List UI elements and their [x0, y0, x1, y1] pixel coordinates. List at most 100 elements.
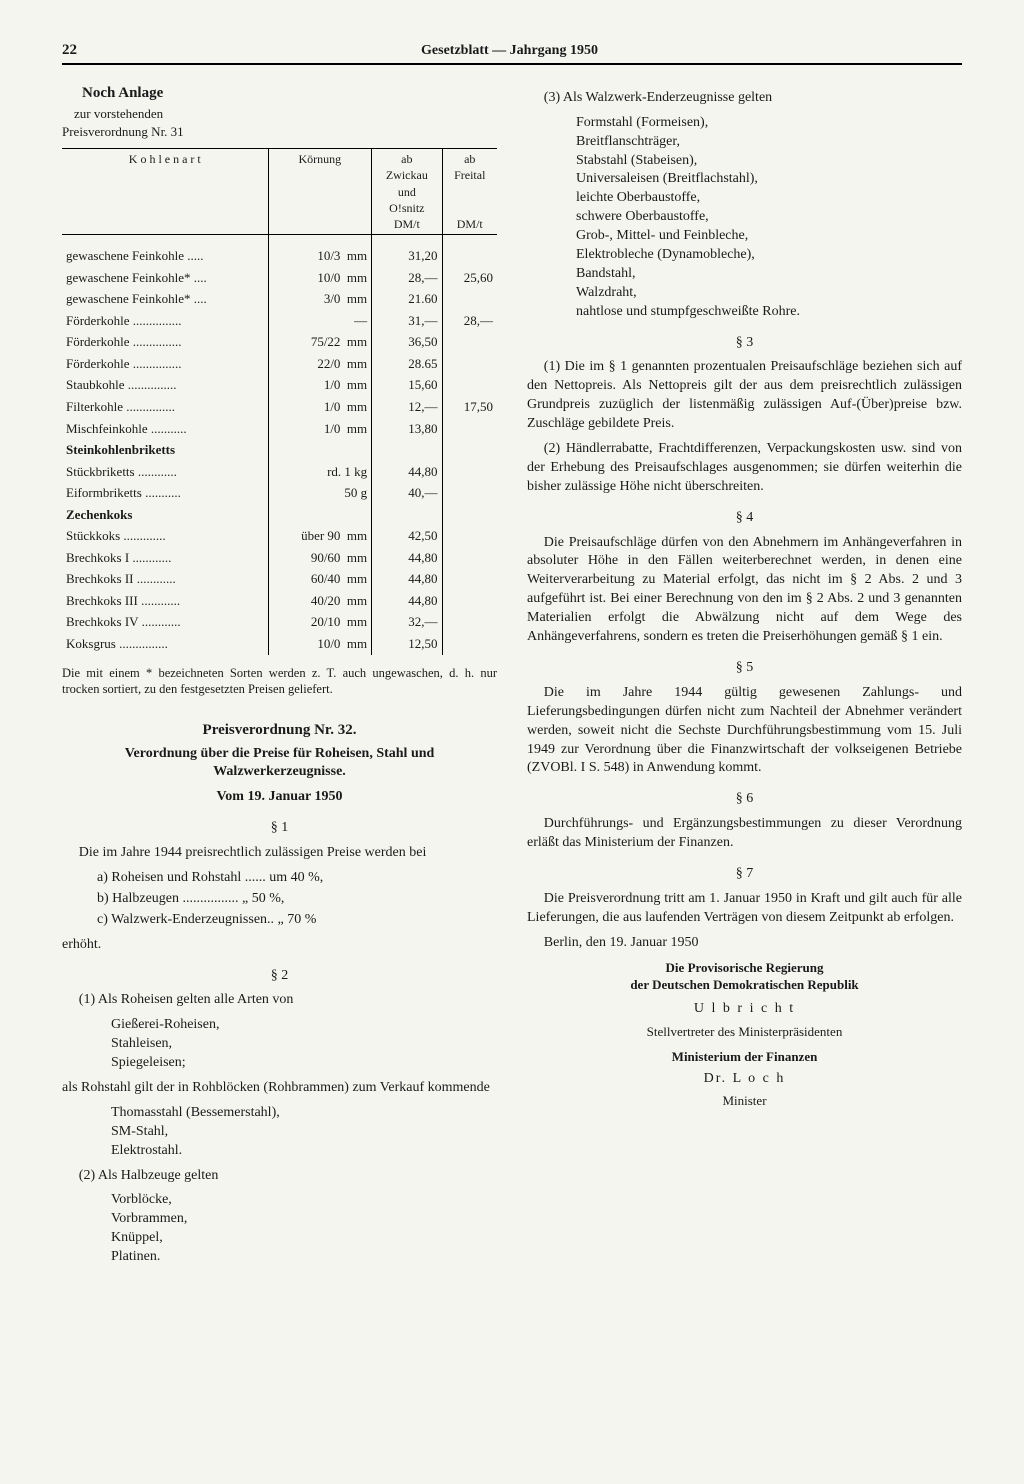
ordinance-date: Vom 19. Januar 1950 — [62, 788, 497, 807]
cell-name: Filterkohle ............... — [62, 396, 268, 418]
p2-2c: Knüppel, — [111, 1229, 497, 1248]
section-5: § 5 — [527, 659, 962, 678]
cell-name: Stückbriketts ............ — [62, 461, 268, 483]
cell-name: Stückkoks ............. — [62, 525, 268, 547]
sig-name1: U l b r i c h t — [527, 1000, 962, 1019]
p1-b: b) Halbzeugen ................ „ 50 %, — [97, 890, 497, 909]
p2-1a: Gießerei-Roheisen, — [111, 1016, 497, 1035]
cell-p2: 17,50 — [442, 396, 497, 418]
table-row: Staubkohle ...............1/0 mm15,60 — [62, 374, 497, 396]
p2-rb: SM-Stahl, — [111, 1123, 497, 1142]
p5: Die im Jahre 1944 gültig gewesenen Zahlu… — [527, 684, 962, 778]
p2-1c: Spiegeleisen; — [111, 1054, 497, 1073]
p3-list-item: Grob-, Mittel- und Feinbleche, — [576, 227, 962, 246]
cell-p2 — [442, 288, 497, 310]
coal-table: K o h l e n a r t Körnung ab Zwickau und… — [62, 148, 497, 654]
table-row: Förderkohle ...............—31,—28,— — [62, 310, 497, 332]
cell-name: gewaschene Feinkohle ..... — [62, 245, 268, 267]
page: 22 Gesetzblatt — Jahrgang 1950 Noch Anla… — [62, 40, 962, 1267]
sig-role2: Minister — [527, 1092, 962, 1110]
cell-korn: 10/3 mm — [268, 245, 372, 267]
cell-korn: 1/0 mm — [268, 374, 372, 396]
p3-1: (1) Die im § 1 genannten prozentualen Pr… — [527, 358, 962, 434]
p2-3: (3) Als Walzwerk-Enderzeugnisse gelten — [527, 89, 962, 108]
header-title: Gesetzblatt — Jahrgang 1950 — [421, 42, 598, 61]
cell-korn: 20/10 mm — [268, 611, 372, 633]
p4: Die Preisaufschläge dürfen von den Abneh… — [527, 534, 962, 647]
cell-p1: 42,50 — [372, 525, 442, 547]
table-row: gewaschene Feinkohle* ....10/0 mm28,—25,… — [62, 267, 497, 289]
cell-p2 — [442, 245, 497, 267]
cell-p1: 12,— — [372, 396, 442, 418]
sig-line1: Die Provisorische Regierung — [527, 959, 962, 977]
p2-1: (1) Als Roheisen gelten alle Arten von — [62, 991, 497, 1010]
cell-p2: 25,60 — [442, 267, 497, 289]
cell-korn: 40/20 mm — [268, 590, 372, 612]
p3-list-item: Universaleisen (Breitflachstahl), — [576, 170, 962, 189]
cell-korn: 1/0 mm — [268, 396, 372, 418]
ordinance-subtitle: Verordnung über die Preise für Roheisen,… — [62, 745, 497, 783]
th-freital: ab Freital DM/t — [442, 149, 497, 235]
p2-1b: Stahleisen, — [111, 1035, 497, 1054]
cell-korn: — — [268, 310, 372, 332]
cell-p1: 44,80 — [372, 568, 442, 590]
sig-role1: Stellvertreter des Ministerpräsidenten — [527, 1023, 962, 1041]
cell-p1: 36,50 — [372, 331, 442, 353]
section-7: § 7 — [527, 865, 962, 884]
cell-korn: 22/0 mm — [268, 353, 372, 375]
table-row: Brechkoks I ............90/60 mm44,80 — [62, 547, 497, 569]
table-row: Brechkoks II ............60/40 mm44,80 — [62, 568, 497, 590]
anlage-sub1: zur vorstehenden — [62, 105, 497, 123]
p2-ra: Thomasstahl (Bessemerstahl), — [111, 1104, 497, 1123]
page-number: 22 — [62, 40, 77, 60]
page-header: 22 Gesetzblatt — Jahrgang 1950 — [62, 40, 962, 65]
anlage-title: Noch Anlage — [62, 83, 497, 103]
p1-end: erhöht. — [62, 936, 497, 955]
p1-a: a) Roheisen und Rohstahl ...... um 40 %, — [97, 869, 497, 888]
cell-p2 — [442, 418, 497, 440]
place-date: Berlin, den 19. Januar 1950 — [527, 934, 962, 953]
cell-name: Mischfeinkohle ........... — [62, 418, 268, 440]
cell-p1: 28,— — [372, 267, 442, 289]
p2-2d: Platinen. — [111, 1248, 497, 1267]
table-row: Filterkohle ...............1/0 mm12,—17,… — [62, 396, 497, 418]
cell-korn: rd. 1 kg — [268, 461, 372, 483]
cell-p2 — [442, 461, 497, 483]
table-subhead: Steinkohlenbriketts — [62, 439, 497, 461]
left-column: Noch Anlage zur vorstehenden Preisverord… — [62, 83, 497, 1267]
table-footnote: Die mit einem * bezeichneten Sorten werd… — [62, 665, 497, 699]
p2-r: als Rohstahl gilt der in Rohblöcken (Roh… — [62, 1079, 497, 1098]
table-row: Förderkohle ...............75/22 mm36,50 — [62, 331, 497, 353]
p3-list-item: Walzdraht, — [576, 284, 962, 303]
cell-p1: 15,60 — [372, 374, 442, 396]
cell-name: Brechkoks III ............ — [62, 590, 268, 612]
cell-korn: 3/0 mm — [268, 288, 372, 310]
cell-korn: 50 g — [268, 482, 372, 504]
p2-rc: Elektrostahl. — [111, 1142, 497, 1161]
sig-name2: Dr. L o c h — [527, 1070, 962, 1089]
cell-korn: 1/0 mm — [268, 418, 372, 440]
p3-list: Formstahl (Formeisen),Breitflanschträger… — [527, 114, 962, 322]
table-row: Mischfeinkohle ...........1/0 mm13,80 — [62, 418, 497, 440]
cell-name: gewaschene Feinkohle* .... — [62, 288, 268, 310]
anlage-sub2: Preisverordnung Nr. 31 — [62, 123, 497, 141]
p2-2: (2) Als Halbzeuge gelten — [62, 1167, 497, 1186]
columns: Noch Anlage zur vorstehenden Preisverord… — [62, 83, 962, 1267]
cell-p2: 28,— — [442, 310, 497, 332]
table-row: Koksgrus ...............10/0 mm12,50 — [62, 633, 497, 655]
cell-name: Brechkoks IV ............ — [62, 611, 268, 633]
cell-p1: 32,— — [372, 611, 442, 633]
cell-korn: 10/0 mm — [268, 267, 372, 289]
table-row: Förderkohle ...............22/0 mm28.65 — [62, 353, 497, 375]
table-subhead: Zechenkoks — [62, 504, 497, 526]
cell-korn: über 90 mm — [268, 525, 372, 547]
section-1: § 1 — [62, 819, 497, 838]
cell-korn: 10/0 mm — [268, 633, 372, 655]
table-row: Brechkoks IV ............20/10 mm32,— — [62, 611, 497, 633]
sig-ministry: Ministerium der Finanzen — [527, 1048, 962, 1066]
section-4: § 4 — [527, 509, 962, 528]
cell-p2 — [442, 633, 497, 655]
cell-korn: 75/22 mm — [268, 331, 372, 353]
cell-name: Förderkohle ............... — [62, 310, 268, 332]
p3-2: (2) Händlerrabatte, Frachtdifferenzen, V… — [527, 440, 962, 497]
